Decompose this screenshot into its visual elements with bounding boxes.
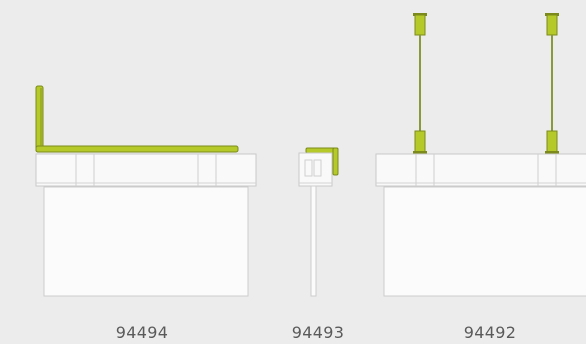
wall-bracket-arm	[35, 85, 239, 153]
sign-panel	[383, 186, 586, 297]
sign-panel	[43, 186, 249, 297]
sign-panel	[310, 185, 317, 297]
variant-94494-drawing	[35, 85, 257, 297]
variant-code-94493: 94493	[291, 323, 345, 342]
suspension-rod-left	[413, 13, 427, 154]
variant-code-94492: 94492	[463, 323, 517, 342]
exit-sign-housing	[298, 152, 333, 187]
variant-code-94494: 94494	[115, 323, 169, 342]
variant-94492-drawing	[375, 13, 586, 297]
variant-94493-drawing	[298, 147, 339, 297]
wall-bracket-arm	[305, 147, 339, 176]
exit-sign-housing	[35, 153, 257, 187]
exit-sign-housing	[375, 153, 586, 187]
suspension-rod-right	[545, 13, 559, 154]
